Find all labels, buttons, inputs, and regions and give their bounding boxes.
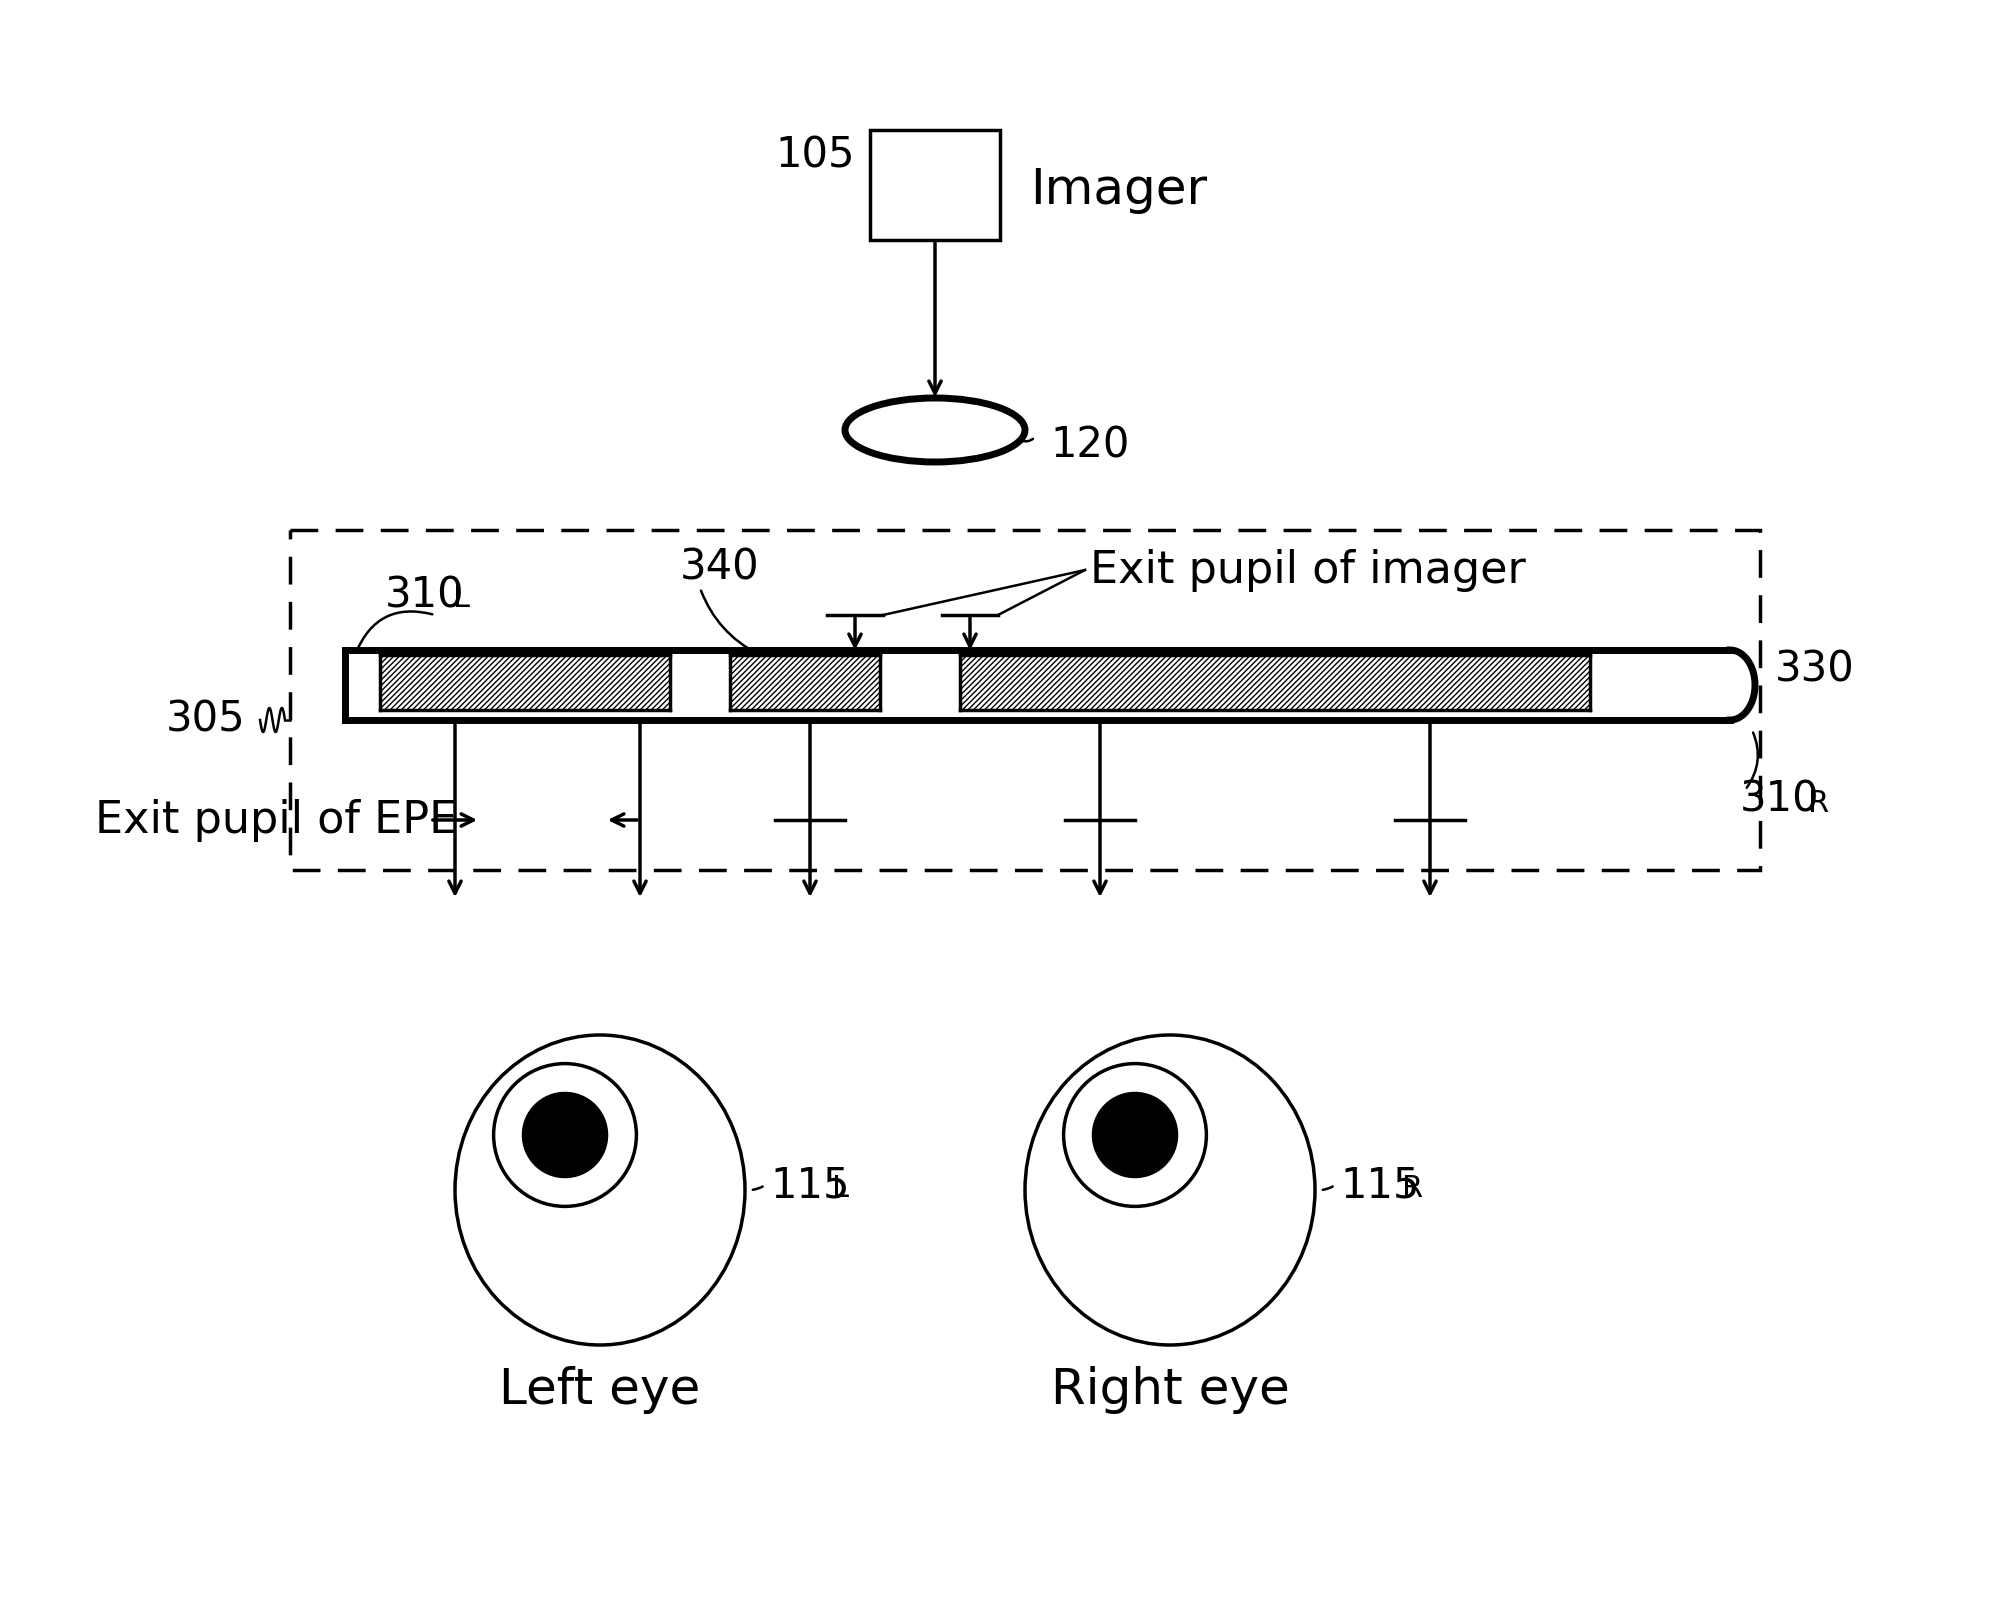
Text: L: L bbox=[831, 1174, 849, 1204]
Bar bbox=[869, 130, 1000, 240]
Text: 310: 310 bbox=[1738, 779, 1818, 821]
Text: 305: 305 bbox=[165, 698, 245, 740]
Bar bbox=[380, 654, 670, 710]
Text: Left eye: Left eye bbox=[499, 1366, 700, 1414]
Bar bbox=[959, 654, 1589, 710]
Text: Right eye: Right eye bbox=[1050, 1366, 1289, 1414]
Text: R: R bbox=[1808, 789, 1828, 818]
Bar bbox=[730, 654, 879, 710]
Text: 120: 120 bbox=[1050, 424, 1130, 467]
Text: Exit pupil of EPE: Exit pupil of EPE bbox=[95, 799, 457, 841]
Text: 340: 340 bbox=[680, 548, 760, 590]
Circle shape bbox=[493, 1064, 636, 1207]
Text: Exit pupil of imager: Exit pupil of imager bbox=[1090, 549, 1526, 591]
Text: 310: 310 bbox=[384, 573, 463, 616]
Text: Imager: Imager bbox=[1030, 165, 1207, 214]
Ellipse shape bbox=[1024, 1035, 1315, 1345]
Text: 330: 330 bbox=[1774, 650, 1854, 692]
Ellipse shape bbox=[845, 399, 1024, 462]
Text: R: R bbox=[1402, 1174, 1422, 1204]
Text: 115: 115 bbox=[770, 1165, 849, 1205]
Bar bbox=[290, 530, 1758, 870]
Circle shape bbox=[1092, 1094, 1175, 1178]
Text: 115: 115 bbox=[1339, 1165, 1418, 1205]
Circle shape bbox=[1062, 1064, 1205, 1207]
Circle shape bbox=[523, 1094, 607, 1178]
Ellipse shape bbox=[455, 1035, 744, 1345]
Text: 105: 105 bbox=[776, 134, 855, 177]
Text: L: L bbox=[453, 583, 469, 612]
